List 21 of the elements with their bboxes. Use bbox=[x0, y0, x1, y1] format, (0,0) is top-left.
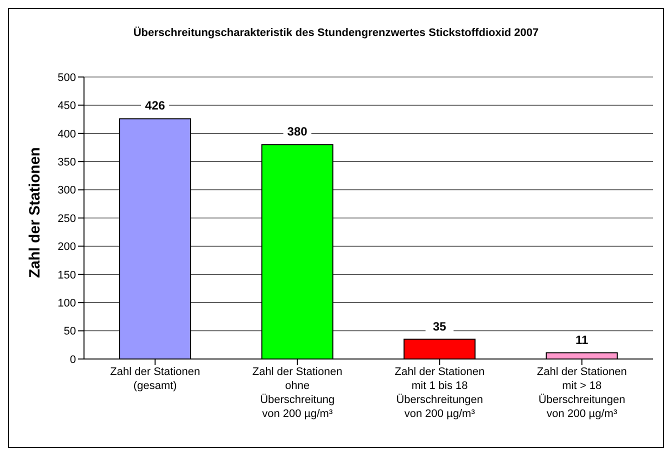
y-tick-label: 0 bbox=[70, 354, 76, 366]
x-tick-label: Zahl der Stationen mit 1 bis 18 Überschreitungen von 200 µg/m³ bbox=[394, 366, 485, 420]
y-tick-label: 350 bbox=[58, 156, 76, 169]
x-tick-label: Zahl der Stationen mit > 18 Überschreitungen von 200 µg/m³ bbox=[536, 366, 627, 420]
data-label: 35 bbox=[432, 319, 447, 334]
x-tick-label: Zahl der Stationen (gesamt) bbox=[110, 366, 200, 392]
x-tick-label: Zahl der Stationen ohne Überschreitung von 200 µg/m³ bbox=[252, 366, 342, 420]
y-tick-label: 400 bbox=[58, 128, 76, 140]
data-label: 380 bbox=[287, 124, 308, 139]
y-tick-label: 150 bbox=[58, 269, 76, 282]
y-axis-title: Zahl der Stationen bbox=[26, 147, 44, 278]
y-tick-label: 250 bbox=[58, 212, 76, 225]
y-tick-label: 500 bbox=[58, 72, 76, 84]
data-label: 11 bbox=[575, 332, 588, 347]
y-tick-label: 200 bbox=[58, 241, 76, 254]
y-tick-label: 100 bbox=[58, 298, 76, 310]
y-tick-label: 450 bbox=[58, 100, 76, 112]
y-tick-label: 50 bbox=[64, 326, 76, 338]
chart-title: Überschreitungscharakteristik des Stundengrenzwertes Stickstoffdioxid 2007 bbox=[132, 27, 540, 39]
data-label: 426 bbox=[145, 98, 166, 113]
y-tick-label: 300 bbox=[58, 184, 76, 197]
